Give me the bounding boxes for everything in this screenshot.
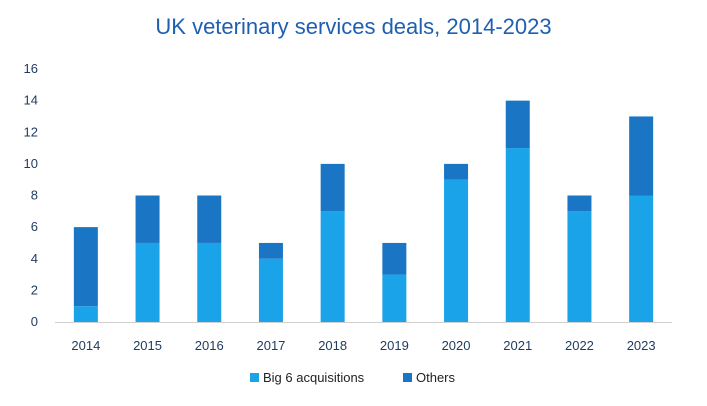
y-tick-label: 16 [24,61,38,76]
legend-label: Big 6 acquisitions [263,370,365,385]
bar-others-2022 [567,195,592,212]
bar-others-2018 [320,163,345,212]
y-tick-label: 12 [24,124,38,139]
bar-others-2014 [73,227,98,307]
x-tick-label: 2017 [256,338,285,353]
bar-big6-2022 [567,211,592,322]
bar-big6-2023 [629,195,654,322]
bar-others-2019 [382,242,407,275]
y-tick-label: 8 [31,188,38,203]
bar-big6-2018 [320,211,345,322]
bar-big6-2014 [73,306,98,322]
x-tick-label: 2018 [318,338,347,353]
bar-others-2020 [444,163,469,180]
bar-big6-2017 [258,258,283,322]
legend-swatch-big6 [250,373,259,382]
bar-others-2016 [197,195,222,243]
legend-swatch-others [403,373,412,382]
bar-others-2017 [258,242,283,259]
x-tick-label: 2016 [195,338,224,353]
x-tick-label: 2023 [627,338,656,353]
bar-big6-2015 [135,242,160,322]
bar-big6-2019 [382,274,407,322]
y-tick-label: 4 [31,251,38,266]
y-tick-label: 6 [31,219,38,234]
bar-others-2021 [505,100,530,149]
x-tick-label: 2015 [133,338,162,353]
x-tick-label: 2020 [442,338,471,353]
y-tick-label: 2 [31,282,38,297]
bar-big6-2020 [444,179,469,322]
bar-others-2023 [629,116,654,196]
bar-big6-2021 [505,148,530,322]
chart-title: UK veterinary services deals, 2014-2023 [155,14,552,39]
x-tick-label: 2014 [71,338,100,353]
y-tick-label: 10 [24,156,38,171]
x-tick-label: 2019 [380,338,409,353]
y-tick-label: 14 [24,93,38,108]
bar-others-2015 [135,195,160,243]
legend-label: Others [416,370,456,385]
x-tick-label: 2022 [565,338,594,353]
bar-big6-2016 [197,242,222,322]
y-tick-label: 0 [31,314,38,329]
x-tick-label: 2021 [503,338,532,353]
